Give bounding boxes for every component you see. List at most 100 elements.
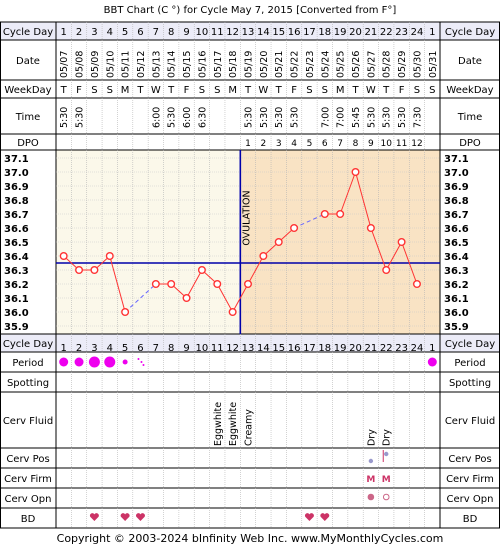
date-cell: 05/15 [182,51,193,78]
cycle-day-cell: 5 [122,343,128,354]
row-label-left: Period [12,358,43,369]
temp-point [290,223,299,232]
dpo-cell: 7 [337,139,343,149]
y-tick-label-right: 36.6 [444,224,469,235]
y-tick-label-right: 35.9 [444,322,469,333]
cycle-day-cell: 3 [91,343,97,354]
temperature-series: OVULATION [56,150,440,334]
period-spotting-dot [137,358,140,360]
row-label-left: Cerv Fluid [3,416,53,427]
row-label-right: BD [463,514,478,525]
cycle-day-row-bg-bottom [0,334,500,352]
dpo-cell: 12 [411,139,422,149]
y-tick-label-right: 36.0 [444,308,469,319]
temp-point [213,280,222,289]
cycle-day-cell: 14 [257,27,270,38]
temp-point [167,280,176,289]
cell-values: 1122334455667788991010111112121313141415… [59,27,439,485]
time-cell: 5:30 [274,107,285,128]
bd-heart-icon [89,513,99,521]
temp-point [182,294,191,303]
date-cell: 05/12 [136,51,147,78]
time-cell: 5:30 [290,107,301,128]
temp-point [351,167,360,176]
grid-lines [0,21,500,529]
date-cell: 05/16 [197,51,208,78]
cycle-day-cell: 16 [288,27,301,38]
period-dot [59,357,69,367]
row-symbols [59,356,437,521]
weekday-cell: W [366,85,376,96]
temp-point [320,209,329,218]
cycle-day-cell: 18 [318,27,331,38]
period-dot [427,357,437,367]
y-tick-label-right: 37.0 [444,168,469,179]
cycle-day-cell: 1 [429,27,435,38]
weekday-cell: T [60,85,68,96]
cycle-day-cell: 8 [168,27,174,38]
weekday-cell: F [399,85,405,96]
date-cell: 05/10 [105,51,116,78]
temp-segment [186,269,203,299]
weekday-cell: T [275,85,283,96]
y-tick-label-left: 36.6 [4,224,29,235]
cerv-fluid-cell: Eggwhite [228,402,239,446]
temp-segment [232,283,249,313]
y-tick-label-left: 36.0 [4,308,29,319]
weekday-cell: S [429,85,435,96]
weekday-cell: S [306,85,312,96]
temp-gap-segment [293,213,326,229]
time-cell: 6:00 [182,107,193,128]
weekday-cell: T [136,85,144,96]
date-cell: 05/27 [366,51,377,78]
y-tick-label-left: 36.2 [4,280,29,291]
time-cell: 5:30 [244,107,255,128]
y-tick-label-left: 36.1 [4,294,29,305]
y-tick-label-right: 36.5 [444,238,469,249]
date-cell: 05/30 [412,51,423,78]
y-tick-label-left: 36.8 [4,196,29,207]
date-cell: 05/14 [167,51,178,78]
row-label-left: Cerv Firm [4,474,52,485]
cycle-day-cell: 21 [365,343,378,354]
date-cell: 05/07 [59,51,70,78]
temp-point [366,223,375,232]
cycle-day-cell: 17 [303,343,316,354]
cycle-day-cell: 19 [334,27,347,38]
cycle-day-row-bg [0,22,500,40]
y-tick-label-left: 35.9 [4,322,29,333]
time-cell: 6:00 [151,107,162,128]
cycle-day-cell: 6 [137,343,143,354]
cycle-day-cell: 15 [272,27,285,38]
weekday-cell: T [351,85,359,96]
temp-point [228,308,237,317]
date-cell: 05/28 [382,51,393,78]
cycle-day-cell: 1 [60,27,66,38]
y-tick-label-left: 36.5 [4,238,29,249]
time-cell: 5:30 [382,107,393,128]
dpo-cell: 1 [245,139,251,149]
cycle-day-cell: 3 [91,27,97,38]
y-tick-label-right: 36.4 [444,252,469,263]
row-label-left: Date [16,56,40,67]
cerv-fluid-cell: Dry [366,429,377,446]
time-cell: 6:30 [197,107,208,128]
cycle-day-cell: 15 [272,343,285,354]
row-label-left: Spotting [7,378,49,389]
period-dot [88,356,100,368]
temp-point [75,266,84,275]
row-label-left: WeekDay [4,85,51,96]
chart-title: BBT Chart (C °) for Cycle May 7, 2015 [C… [104,5,397,16]
y-tick-label-left: 36.7 [4,210,29,221]
date-cell: 05/29 [397,51,408,78]
cerv-opn-mark [367,493,375,501]
row-label-right: Cerv Pos [448,454,491,465]
date-cell: 05/22 [290,51,301,78]
y-tick-label-right: 36.7 [444,210,469,221]
cycle-day-cell: 5 [122,27,128,38]
weekday-cell: S [414,85,420,96]
row-label-right: Spotting [449,378,491,389]
cycle-day-cell: 1 [60,343,66,354]
row-label-right: Cerv Firm [446,474,494,485]
